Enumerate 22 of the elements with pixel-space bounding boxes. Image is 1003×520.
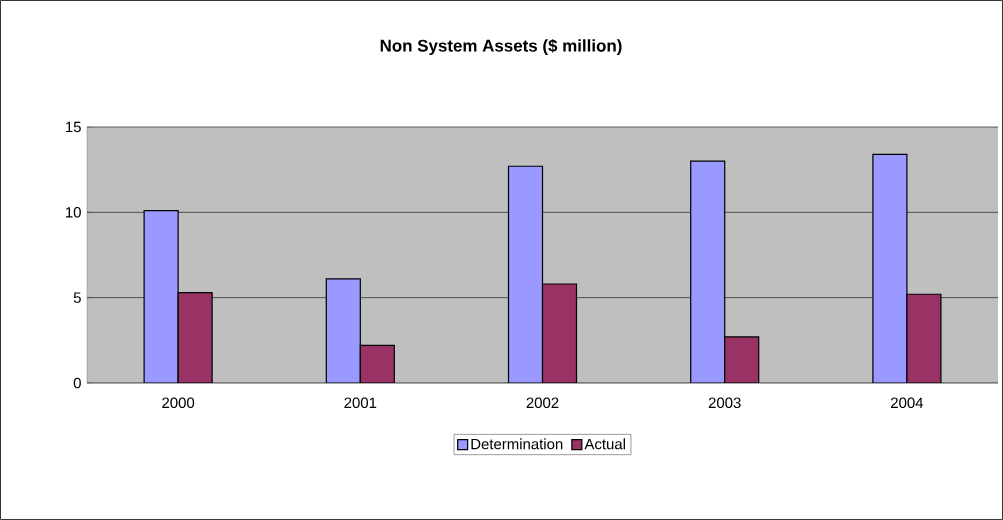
x-tick-label: 2001 [344, 397, 377, 409]
bar [872, 153, 908, 383]
bar [359, 344, 395, 383]
x-tick-label: 2002 [526, 397, 559, 409]
y-tick-label: 15 [66, 121, 81, 133]
x-tick-label: 2004 [891, 397, 924, 409]
bar [325, 278, 361, 383]
bar [690, 160, 726, 383]
y-tick-label: 0 [73, 377, 81, 389]
bar [724, 336, 760, 383]
legend-label: Determination [471, 438, 563, 450]
bar [177, 291, 213, 383]
y-tick-label: 10 [66, 207, 81, 218]
bar [906, 293, 942, 383]
x-tick-label: 2000 [162, 397, 195, 409]
bar [143, 210, 179, 383]
legend-label: Actual [584, 438, 625, 450]
bar [541, 283, 578, 383]
x-tick-label: 2003 [708, 397, 741, 409]
bar [507, 165, 544, 383]
y-tick-label: 5 [73, 292, 81, 303]
chart-title: Non System Assets ($ million) [380, 38, 622, 56]
